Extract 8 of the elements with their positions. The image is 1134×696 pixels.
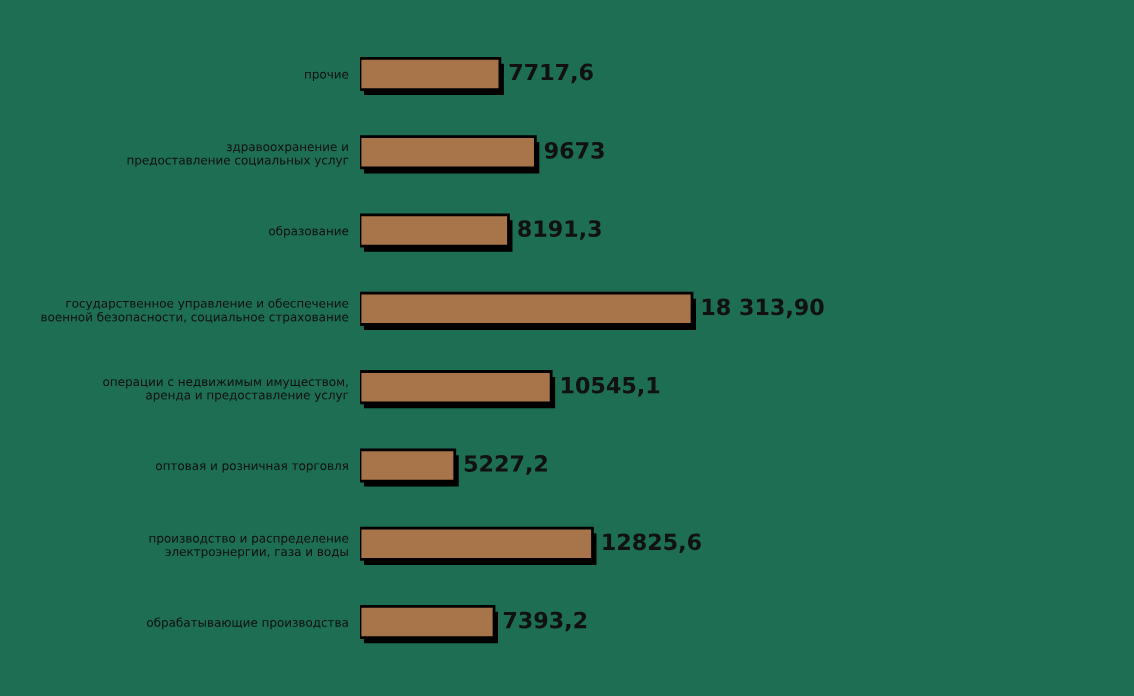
data-label: 18 313,90 — [702, 298, 824, 319]
data-label: 9673 — [544, 141, 604, 159]
data-label: 12825,6 — [603, 533, 701, 554]
data-label: 10545,1 — [562, 376, 660, 397]
data-label: 5227,2 — [464, 455, 547, 475]
data-label: 7717,6 — [509, 63, 593, 84]
data-label: 8191,3 — [518, 220, 601, 240]
data-label: 7393,2 — [503, 611, 587, 632]
